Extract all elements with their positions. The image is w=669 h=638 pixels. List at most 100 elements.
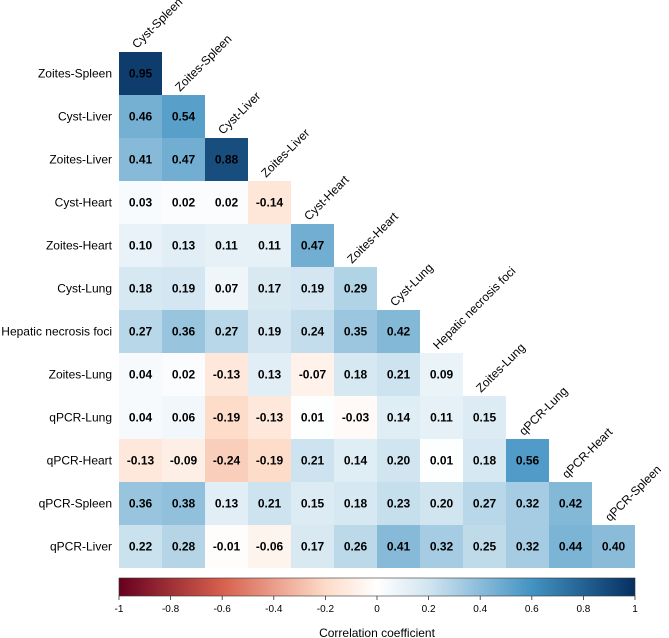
heatmap-cell [334, 353, 377, 396]
row-label: Zoites-Heart [46, 239, 113, 253]
cell-value-label: 0.38 [172, 497, 196, 511]
cell-value-label: 0.02 [172, 368, 196, 382]
cell-value-label: -0.13 [127, 454, 155, 468]
cell-value-label: 0.42 [559, 497, 583, 511]
cell-value-label: 0.25 [473, 540, 497, 554]
row-label: Cyst-Liver [58, 110, 112, 124]
cell-value-label: 0.95 [129, 67, 153, 81]
cell-value-label: 0.18 [473, 454, 497, 468]
heatmap-cell [248, 396, 291, 439]
heatmap-cell [205, 224, 248, 267]
column-label: Zoites-Lung [473, 340, 528, 395]
colorbar-ticks: -1 -0.8 -0.6 -0.4 -0.2 0 0.2 0.4 0.6 0.8 1 [115, 596, 638, 615]
row-label: qPCR-Spleen [39, 497, 112, 511]
heatmap-cell [119, 224, 162, 267]
cell-value-label: 0.15 [301, 497, 325, 511]
heatmap-cell [162, 95, 205, 138]
cell-value-label: 0.04 [129, 411, 153, 425]
heatmap-cell [377, 525, 420, 568]
column-label: Cyst-Heart [301, 172, 352, 223]
heatmap-cell [119, 52, 162, 95]
colorbar: -1 -0.8 -0.6 -0.4 -0.2 0 0.2 0.4 0.6 0.8 1 Correla… [115, 577, 638, 638]
heatmap-cell [205, 138, 248, 181]
heatmap-cell [334, 482, 377, 525]
heatmap-cell [162, 224, 205, 267]
heatmap-cell [162, 396, 205, 439]
heatmap-cell [420, 482, 463, 525]
heatmap-cell [162, 439, 205, 482]
heatmap-cell [420, 525, 463, 568]
heatmap-cell [205, 353, 248, 396]
cell-value-label: 0.23 [387, 497, 411, 511]
cell-value-label: 0.02 [172, 196, 196, 210]
heatmap-cell [291, 267, 334, 310]
cell-value-label: 0.41 [129, 153, 153, 167]
heatmap-cell [291, 439, 334, 482]
cell-value-label: 0.18 [344, 368, 368, 382]
row-label: Cyst-Lung [57, 282, 112, 296]
heatmap-cell [549, 525, 592, 568]
cell-value-label: 0.22 [129, 540, 153, 554]
heatmap-cell [377, 396, 420, 439]
cell-value-label: 0.32 [516, 540, 540, 554]
heatmap-cell [119, 181, 162, 224]
cell-value-label: 0.01 [301, 411, 325, 425]
heatmap-cell [248, 224, 291, 267]
colorbar-tick-label: 0.4 [473, 604, 487, 615]
colorbar-tick-label: -0.4 [265, 604, 283, 615]
cell-value-label: -0.14 [256, 196, 284, 210]
cell-value-label: 0.20 [430, 497, 454, 511]
colorbar-tick-label: -1 [115, 604, 124, 615]
colorbar-tick-label: 0.6 [525, 604, 539, 615]
cell-value-label: 0.42 [387, 325, 411, 339]
cell-value-label: -0.06 [256, 540, 284, 554]
heatmap-cell [248, 310, 291, 353]
colorbar-tick-label: 1 [632, 604, 638, 615]
cell-value-label: 0.21 [301, 454, 325, 468]
heatmap-cell [119, 525, 162, 568]
row-label: Zoites-Lung [49, 368, 112, 382]
heatmap-cell [205, 181, 248, 224]
heatmap-cell [162, 525, 205, 568]
cell-value-label: -0.13 [213, 368, 241, 382]
row-label: Cyst-Heart [55, 196, 113, 210]
cell-value-label: -0.24 [213, 454, 241, 468]
heatmap-cell [162, 181, 205, 224]
cell-value-label: 0.28 [172, 540, 196, 554]
cell-value-label: 0.32 [430, 540, 454, 554]
cell-value-label: 0.17 [258, 282, 282, 296]
cell-value-label: 0.18 [129, 282, 153, 296]
heatmap-cell [119, 353, 162, 396]
cell-value-label: 0.19 [301, 282, 325, 296]
cell-value-label: 0.13 [258, 368, 282, 382]
cell-value-label: 0.02 [215, 196, 239, 210]
column-label: Zoites-Heart [344, 209, 401, 266]
heatmap-cell [463, 396, 506, 439]
heatmap-cell [119, 95, 162, 138]
column-label: Cyst-Lung [387, 261, 436, 310]
row-label: Zoites-Liver [49, 153, 112, 167]
cell-value-label: 0.32 [516, 497, 540, 511]
cell-value-label: 0.36 [172, 325, 196, 339]
heatmap-cell [377, 310, 420, 353]
cell-value-label: 0.04 [129, 368, 153, 382]
cell-value-label: 0.46 [129, 110, 153, 124]
colorbar-tick-label: -0.2 [317, 604, 335, 615]
heatmap-cell [119, 482, 162, 525]
heatmap-cell [506, 439, 549, 482]
cell-value-label: 0.26 [344, 540, 368, 554]
cell-value-label: -0.09 [170, 454, 198, 468]
column-label: qPCR-Heart [559, 425, 616, 482]
colorbar-title: Correlation coefficient [319, 626, 436, 638]
column-label: qPCR-Lung [516, 384, 570, 438]
heatmap-cell [291, 525, 334, 568]
heatmap-cell [420, 439, 463, 482]
heatmap-cell [205, 310, 248, 353]
cell-value-label: 0.29 [344, 282, 368, 296]
cell-value-label: 0.36 [129, 497, 153, 511]
heatmap-cell [592, 525, 635, 568]
heatmap-cell [420, 353, 463, 396]
heatmap-cell [205, 525, 248, 568]
cell-value-label: 0.19 [258, 325, 282, 339]
heatmap-cell [420, 396, 463, 439]
